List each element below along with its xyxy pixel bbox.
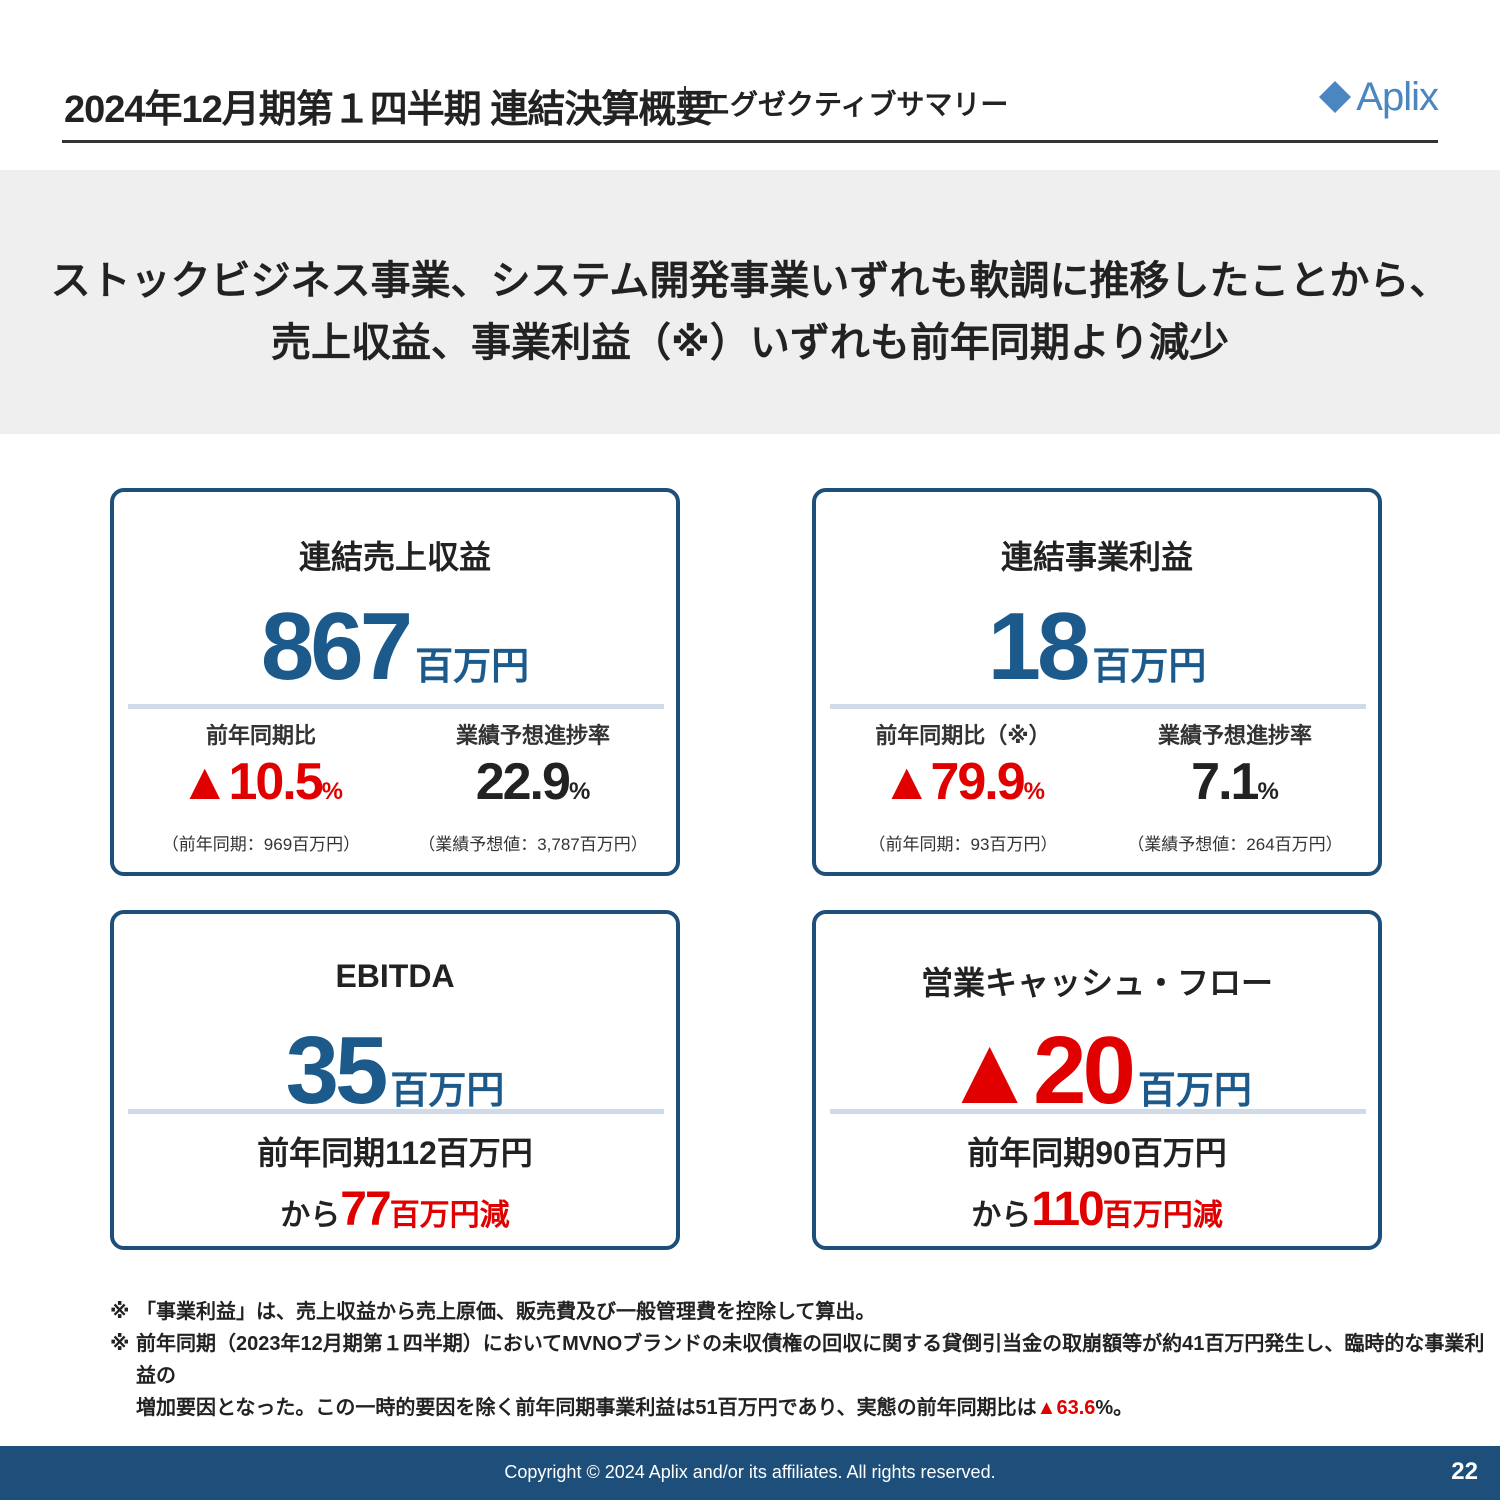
metric-label: 業績予想進捗率 (455, 723, 610, 748)
metric-number: 7.1 (1191, 753, 1259, 811)
change-unit: 百万円減 (1102, 1199, 1223, 1232)
aplix-logo: Aplix (1318, 74, 1439, 120)
change-prefix: から (280, 1199, 341, 1232)
value-unit: 百万円 (390, 1070, 505, 1112)
change-line: から110百万円減 (816, 1182, 1378, 1237)
footnote-red-value: ▲63.6 (1036, 1397, 1096, 1419)
footer-bar: Copyright © 2024 Aplix and/or its affili… (0, 1446, 1500, 1500)
slide-header: 2024年12月期第１四半期 連結決算概要 エグゼクティブサマリー Aplix (62, 70, 1439, 143)
footnote-mark: ※ (110, 1333, 130, 1355)
divider (128, 704, 664, 709)
main-value: 867 百万円 (114, 592, 676, 702)
card-title: 連結売上収益 (298, 539, 491, 575)
business-profit-card: 連結事業利益 18 百万円 前年同期比（※） ▲79.9% （前年同期：93百万円… (812, 488, 1382, 876)
metric-note: （前年同期：93百万円） (868, 835, 1058, 854)
metric-note: （前年同期：969百万円） (161, 835, 361, 854)
ebitda-card: EBITDA 35 百万円 前年同期112百万円 から77百万円減 (110, 910, 680, 1250)
metric-value: 22.9% (398, 752, 668, 812)
value-number: 18 (987, 593, 1091, 700)
main-value: ▲20 百万円 (816, 1016, 1378, 1126)
summary-banner: ストックビジネス事業、システム開発事業いずれも軟調に推移したことから、 売上収益… (0, 170, 1500, 434)
slide-title: 2024年12月期第１四半期 連結決算概要 (64, 89, 713, 131)
footnote-2-continued: 増加要因となった。この一時的要因を除く前年同期事業利益は51百万円であり、実態の… (110, 1392, 1490, 1424)
change-value: 77 (340, 1183, 391, 1236)
metric-number: 22.9 (475, 753, 571, 811)
prev-period-line: 前年同期112百万円 (257, 1135, 533, 1171)
metric-number: ▲10.5 (178, 753, 324, 811)
footnote-mark: ※ (110, 1301, 130, 1323)
metric-percent: % (1023, 778, 1046, 805)
card-title: EBITDA (335, 958, 455, 994)
metric-value: ▲79.9% (828, 752, 1098, 812)
value-number: ▲20 (942, 1017, 1136, 1124)
metric-value: ▲10.5% (126, 752, 396, 812)
footnote-text: 前年同期（2023年12月期第１四半期）においてMVNOブランドの未収債権の回収… (136, 1333, 1485, 1387)
metric-percent: % (1257, 778, 1279, 805)
banner-line-2: 売上収益、事業利益（※）いずれも前年同期より減少 (270, 321, 1230, 365)
diamond-logo-icon (1319, 81, 1352, 113)
value-number: 867 (260, 593, 413, 700)
metric-number: ▲79.9 (880, 753, 1026, 811)
metric-label: 業績予想進捗率 (1157, 723, 1312, 748)
slide-subtitle: エグゼクティブサマリー (702, 89, 1009, 120)
card-title: 連結事業利益 (1000, 539, 1193, 575)
card-title: 営業キャッシュ・フロー (920, 965, 1273, 1001)
metric-note: （業績予想値：3,787百万円） (418, 835, 648, 854)
revenue-card: 連結売上収益 867 百万円 前年同期比 ▲10.5% （前年同期：969百万円）… (110, 488, 680, 876)
change-prefix: から (971, 1199, 1032, 1232)
metric-label: 前年同期比（※） (875, 723, 1051, 748)
prev-period-line: 前年同期90百万円 (967, 1135, 1227, 1171)
footnote-2: ※ 前年同期（2023年12月期第１四半期）においてMVNOブランドの未収債権の… (110, 1328, 1490, 1392)
divider (830, 704, 1366, 709)
main-value: 35 百万円 (114, 1016, 676, 1126)
metric-note: （業績予想値：264百万円） (1127, 835, 1343, 854)
main-value: 18 百万円 (816, 592, 1378, 702)
divider (830, 1109, 1366, 1114)
change-line: から77百万円減 (114, 1182, 676, 1237)
divider (128, 1109, 664, 1114)
footnote-text: 増加要因となった。この一時的要因を除く前年同期事業利益は51百万円であり、実態の… (136, 1397, 1037, 1419)
value-number: 35 (285, 1017, 389, 1124)
footnote-1: ※ 「事業利益」は、売上収益から売上原価、販売費及び一般管理費を控除して算出。 (110, 1296, 1490, 1328)
change-value: 110 (1031, 1183, 1104, 1236)
metric-label: 前年同期比 (205, 723, 316, 748)
change-unit: 百万円減 (389, 1199, 510, 1232)
value-unit: 百万円 (1137, 1070, 1252, 1112)
footnotes: ※ 「事業利益」は、売上収益から売上原価、販売費及び一般管理費を控除して算出。 … (110, 1296, 1490, 1424)
page-number: 22 (1451, 1458, 1478, 1485)
footnote-text: 「事業利益」は、売上収益から売上原価、販売費及び一般管理費を控除して算出。 (136, 1301, 876, 1323)
metric-value: 7.1% (1100, 752, 1370, 812)
operating-cash-flow-card: 営業キャッシュ・フロー ▲20 百万円 前年同期90百万円 から110百万円減 (812, 910, 1382, 1250)
value-unit: 百万円 (415, 646, 530, 688)
metric-percent: % (568, 778, 591, 805)
banner-line-1: ストックビジネス事業、システム開発事業いずれも軟調に推移したことから、 (50, 259, 1450, 303)
metric-percent: % (321, 778, 344, 805)
value-unit: 百万円 (1092, 646, 1207, 688)
footnote-suffix: %。 (1095, 1397, 1134, 1419)
logo-text: Aplix (1356, 74, 1439, 119)
title-separator (684, 86, 686, 116)
copyright-text: Copyright © 2024 Aplix and/or its affili… (504, 1462, 996, 1482)
